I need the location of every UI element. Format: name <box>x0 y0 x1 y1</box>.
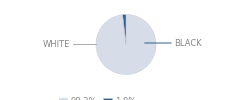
Wedge shape <box>123 14 126 44</box>
Legend: 98.2%, 1.8%: 98.2%, 1.8% <box>55 94 140 100</box>
Wedge shape <box>96 14 156 74</box>
Text: WHITE: WHITE <box>43 40 96 49</box>
Text: BLACK: BLACK <box>144 38 202 48</box>
